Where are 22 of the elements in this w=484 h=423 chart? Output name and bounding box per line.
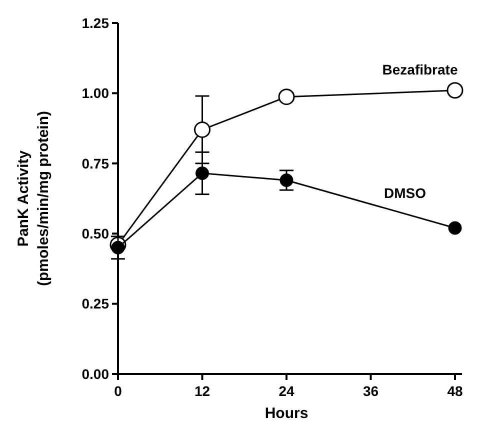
x-axis-title: Hours <box>264 405 308 422</box>
series-label: Bezafibrate <box>382 61 458 78</box>
y-tick-label: 0.75 <box>82 155 110 172</box>
point <box>194 121 210 138</box>
y-axis-title: PanK Activity (pmoles/min/mg protein) <box>15 110 52 286</box>
x-tick-label: 36 <box>362 383 379 399</box>
x-tick-label: 48 <box>447 383 463 399</box>
y-tick-label: 1.00 <box>82 85 110 102</box>
x-tick-label: 24 <box>278 383 294 399</box>
point <box>196 166 209 180</box>
y-tick-label: 1.25 <box>82 14 110 31</box>
y-tick-label: 0.50 <box>82 226 110 242</box>
point <box>280 174 294 187</box>
x-tick-label: 0 <box>114 383 122 399</box>
series-label: DMSO <box>384 184 426 201</box>
point <box>111 240 125 254</box>
x-tick-label: 12 <box>194 383 210 399</box>
point <box>448 221 462 235</box>
y-tick-label: 0.25 <box>82 296 110 312</box>
point <box>278 88 295 106</box>
point <box>446 82 464 99</box>
y-tick-label: 0.00 <box>82 366 110 382</box>
